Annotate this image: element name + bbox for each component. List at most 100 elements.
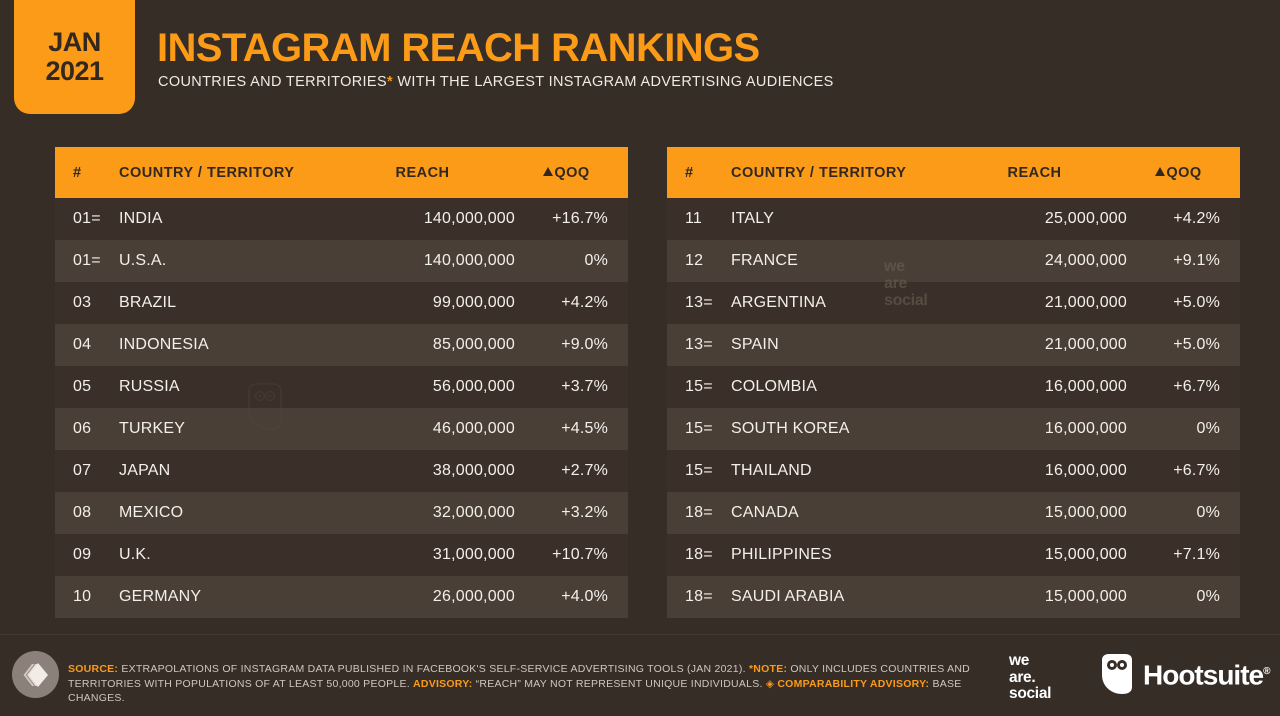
table-header-left: # COUNTRY / TERRITORY REACH QOQ — [55, 147, 628, 198]
cell-rank: 18= — [685, 504, 713, 521]
cell-rank: 15= — [685, 378, 713, 395]
cell-country: ARGENTINA — [731, 294, 827, 311]
was-logo-line-1: we — [1009, 652, 1030, 669]
column-header-qoq: QOQ — [525, 147, 608, 198]
cell-qoq: +4.2% — [1173, 210, 1220, 227]
cell-reach: 16,000,000 — [1044, 462, 1127, 479]
cell-country: GERMANY — [119, 588, 202, 605]
table-row: 15= SOUTH KOREA 16,000,000 0% — [667, 408, 1240, 450]
cell-rank: 04 — [73, 336, 92, 353]
cell-country: U.K. — [119, 546, 151, 563]
column-header-reach: REACH — [1007, 164, 1062, 181]
date-badge-month: JAN — [48, 27, 101, 57]
cell-rank: 18= — [685, 588, 713, 605]
table-body-left: 01= INDIA 140,000,000 +16.7% 01= U.S.A. 140,00… — [55, 198, 628, 618]
cell-country: COLOMBIA — [731, 378, 818, 395]
cell-rank: 13= — [685, 294, 713, 311]
datareportal-logo — [12, 651, 59, 698]
column-header-country: COUNTRY / TERRITORY — [119, 164, 295, 181]
cell-reach: 38,000,000 — [432, 462, 515, 479]
cell-rank: 05 — [73, 378, 92, 395]
cell-country: PHILIPPINES — [731, 546, 832, 563]
cell-reach: 24,000,000 — [1044, 252, 1127, 269]
cell-reach: 16,000,000 — [1044, 378, 1127, 395]
table-row: 05 RUSSIA 56,000,000 +3.7% — [55, 366, 628, 408]
diamond-icon: ◈ — [765, 677, 775, 690]
datareportal-diamond-icon — [23, 662, 48, 687]
table-row: 04 INDONESIA 85,000,000 +9.0% — [55, 324, 628, 366]
cell-qoq: 0% — [1196, 420, 1220, 437]
footnote-comparability-label: COMPARABILITY ADVISORY: — [774, 677, 930, 690]
cell-qoq: +7.1% — [1173, 546, 1220, 563]
cell-country: BRAZIL — [119, 294, 177, 311]
footnote-note-text: ONLY INCLUDES COUNTRIES AND TERRITORIES … — [68, 663, 971, 690]
subtitle-text-after: WITH THE LARGEST INSTAGRAM ADVERTISING A… — [392, 74, 834, 90]
was-logo-line-2: are. — [1009, 668, 1036, 686]
cell-reach: 32,000,000 — [432, 504, 515, 521]
cell-reach: 15,000,000 — [1044, 504, 1127, 521]
footnote-source-label: SOURCE: — [68, 663, 119, 675]
cell-rank: 03 — [73, 294, 92, 311]
cell-rank: 09 — [73, 546, 92, 563]
cell-rank: 15= — [685, 420, 713, 437]
cell-country: THAILAND — [731, 462, 812, 479]
cell-qoq: +16.7% — [552, 210, 608, 227]
table-row: 06 TURKEY 46,000,000 +4.5% — [55, 408, 628, 450]
cell-qoq: +6.7% — [1173, 462, 1220, 479]
cell-country: CANADA — [731, 504, 799, 521]
table-row: 13= SPAIN 21,000,000 +5.0% — [667, 324, 1240, 366]
cell-reach: 15,000,000 — [1044, 588, 1127, 605]
cell-qoq: +5.0% — [1173, 336, 1220, 353]
cell-rank: 18= — [685, 546, 713, 563]
column-header-rank: # — [685, 164, 694, 181]
footnote-advisory-text: “REACH” MAY NOT REPRESENT UNIQUE INDIVID… — [472, 677, 766, 690]
cell-reach: 25,000,000 — [1044, 210, 1127, 227]
cell-country: RUSSIA — [119, 378, 180, 395]
table-row: 15= THAILAND 16,000,000 +6.7% — [667, 450, 1240, 492]
cell-qoq: 0% — [1196, 588, 1220, 605]
cell-qoq: +10.7% — [552, 546, 608, 563]
cell-rank: 13= — [685, 336, 713, 353]
cell-qoq: 0% — [584, 252, 608, 269]
table-row: 18= PHILIPPINES 15,000,000 +7.1% — [667, 534, 1240, 576]
column-header-country: COUNTRY / TERRITORY — [731, 164, 907, 181]
cell-qoq: +6.7% — [1173, 378, 1220, 395]
cell-reach: 31,000,000 — [432, 546, 515, 563]
cell-reach: 56,000,000 — [432, 378, 515, 395]
cell-country: U.S.A. — [119, 252, 167, 269]
cell-rank: 15= — [685, 462, 713, 479]
triangle-up-icon — [1155, 167, 1166, 176]
cell-rank: 01= — [73, 210, 101, 227]
cell-reach: 99,000,000 — [432, 294, 515, 311]
table-row: 03 BRAZIL 99,000,000 +4.2% — [55, 282, 628, 324]
table-row: 01= U.S.A. 140,000,000 0% — [55, 240, 628, 282]
cell-country: JAPAN — [119, 462, 171, 479]
cell-rank: 01= — [73, 252, 101, 269]
cell-qoq: +4.0% — [561, 588, 608, 605]
cell-qoq: +4.5% — [561, 420, 608, 437]
cell-reach: 140,000,000 — [423, 252, 515, 269]
cell-reach: 16,000,000 — [1044, 420, 1127, 437]
hootsuite-owl-icon — [1102, 654, 1132, 694]
cell-country: SAUDI ARABIA — [731, 588, 845, 605]
column-header-qoq-label: QOQ — [554, 164, 590, 181]
cell-rank: 11 — [685, 210, 703, 227]
cell-rank: 08 — [73, 504, 92, 521]
table-row: 09 U.K. 31,000,000 +10.7% — [55, 534, 628, 576]
rankings-table-right: # COUNTRY / TERRITORY REACH QOQ 11 ITALY 2… — [667, 147, 1240, 618]
cell-reach: 46,000,000 — [432, 420, 515, 437]
cell-qoq: 0% — [1196, 504, 1220, 521]
cell-rank: 12 — [685, 252, 704, 269]
subtitle-text-before: COUNTRIES AND TERRITORIES — [158, 74, 387, 90]
table-row: 01= INDIA 140,000,000 +16.7% — [55, 198, 628, 240]
cell-qoq: +5.0% — [1173, 294, 1220, 311]
cell-country: SOUTH KOREA — [731, 420, 850, 437]
cell-qoq: +9.0% — [561, 336, 608, 353]
cell-rank: 06 — [73, 420, 92, 437]
footnote-source-text: EXTRAPOLATIONS OF INSTAGRAM DATA PUBLISH… — [118, 663, 749, 675]
table-row: 13= ARGENTINA 21,000,000 +5.0% — [667, 282, 1240, 324]
hootsuite-wordmark: Hootsuite® — [1143, 657, 1271, 690]
triangle-up-icon — [543, 167, 554, 176]
cell-country: MEXICO — [119, 504, 184, 521]
cell-reach: 85,000,000 — [432, 336, 515, 353]
